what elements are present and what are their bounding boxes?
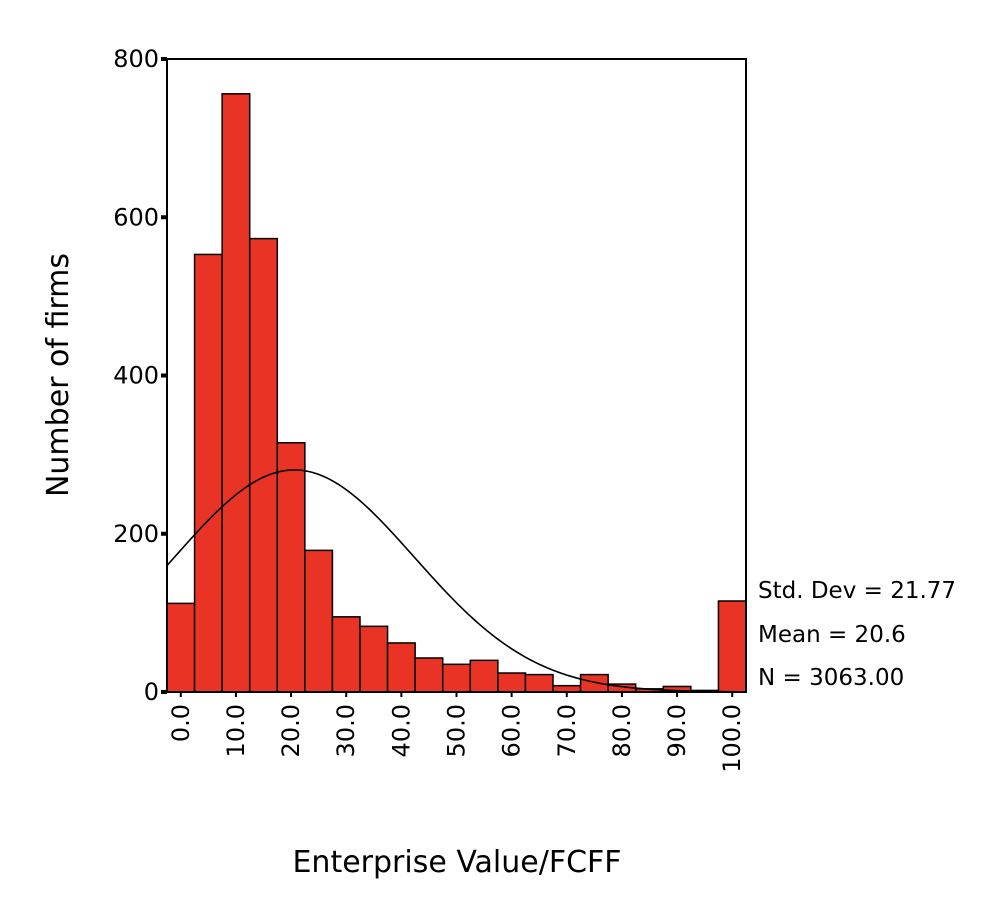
histogram-bar xyxy=(414,657,444,693)
std-dev-label: Std. Dev = 21.77 xyxy=(758,578,956,604)
histogram-bar xyxy=(359,625,389,693)
histogram-bar xyxy=(386,642,416,693)
y-tick-label: 800 xyxy=(113,45,159,73)
x-tick-label: 20.0 xyxy=(277,704,305,757)
y-axis-title: Number of firms xyxy=(41,253,76,497)
histogram-bar xyxy=(193,253,223,693)
histogram-bar xyxy=(524,673,554,693)
histogram-bar xyxy=(441,663,472,693)
x-axis-title: Enterprise Value/FCFF xyxy=(292,845,621,880)
histogram-bar xyxy=(276,442,306,693)
y-tick-label: 0 xyxy=(144,678,159,706)
normal-curve xyxy=(166,469,747,693)
histogram-bar xyxy=(166,602,196,693)
bars-group xyxy=(166,93,747,693)
histogram-bar xyxy=(717,600,747,693)
y-axis-ticks: 0 200 400 600 800 xyxy=(113,45,167,706)
x-tick-label: 90.0 xyxy=(663,704,691,757)
histogram-bar xyxy=(221,93,251,693)
y-tick-label: 400 xyxy=(113,362,159,390)
y-tick-label: 600 xyxy=(113,203,159,231)
histogram-bar xyxy=(469,659,499,693)
histogram-bar xyxy=(304,549,334,693)
x-tick-label: 10.0 xyxy=(222,704,250,757)
x-tick-label: 70.0 xyxy=(553,704,581,757)
x-tick-label: 80.0 xyxy=(608,704,636,757)
x-tick-label: 50.0 xyxy=(443,704,471,757)
n-label: N = 3063.00 xyxy=(758,665,904,691)
x-tick-label: 40.0 xyxy=(387,704,415,757)
x-axis-ticks: 0.0 10.0 20.0 30.0 40.0 50.0 60.0 70.0 80.0 90.0 1… xyxy=(167,692,746,773)
y-tick-label: 200 xyxy=(113,520,159,548)
mean-label: Mean = 20.6 xyxy=(758,622,906,648)
histogram-bar xyxy=(497,672,527,693)
x-tick-label: 30.0 xyxy=(332,704,360,757)
x-tick-label: 60.0 xyxy=(498,704,526,757)
x-tick-label: 100.0 xyxy=(718,704,746,773)
histogram-bar xyxy=(331,616,361,693)
histogram-bar xyxy=(248,237,279,693)
x-tick-label: 0.0 xyxy=(167,704,195,742)
